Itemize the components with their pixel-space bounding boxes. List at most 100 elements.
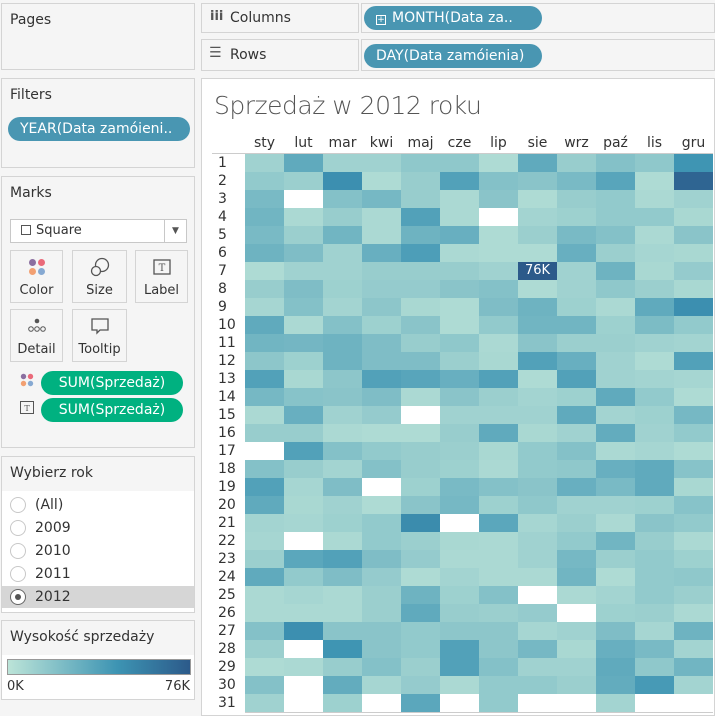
heatmap-cell[interactable] — [401, 460, 440, 478]
heatmap-cell[interactable] — [596, 478, 635, 496]
heatmap-cell[interactable] — [440, 370, 479, 388]
heatmap-cell[interactable] — [401, 532, 440, 550]
heatmap-cell[interactable] — [518, 640, 557, 658]
heatmap-cell[interactable] — [245, 640, 284, 658]
heatmap-cell[interactable] — [323, 568, 362, 586]
heatmap-cell[interactable] — [674, 388, 713, 406]
heatmap-cell[interactable] — [674, 316, 713, 334]
heatmap-cell[interactable] — [479, 532, 518, 550]
heatmap-cell[interactable] — [674, 190, 713, 208]
heatmap-cell[interactable] — [635, 586, 674, 604]
heatmap-cell[interactable] — [401, 694, 440, 712]
heatmap-cell[interactable] — [596, 406, 635, 424]
heatmap-cell[interactable] — [479, 460, 518, 478]
columns-shelf[interactable]: + MONTH(Data za.. — [361, 3, 715, 33]
expand-icon[interactable]: + — [376, 15, 386, 25]
heatmap-cell[interactable] — [284, 298, 323, 316]
heatmap-cell[interactable] — [479, 622, 518, 640]
heatmap-cell[interactable] — [401, 370, 440, 388]
heatmap-cell[interactable] — [284, 352, 323, 370]
heatmap-cell[interactable] — [245, 244, 284, 262]
heatmap-cell[interactable] — [323, 388, 362, 406]
heatmap-cell[interactable] — [245, 316, 284, 334]
color-button[interactable]: Color — [10, 250, 63, 303]
heatmap-cell[interactable] — [674, 406, 713, 424]
heatmap-cell[interactable] — [479, 190, 518, 208]
heatmap-cell[interactable] — [440, 550, 479, 568]
heatmap-cell[interactable] — [245, 154, 284, 172]
heatmap-cell[interactable] — [479, 298, 518, 316]
heatmap-cell[interactable] — [674, 622, 713, 640]
heatmap-cell[interactable] — [635, 514, 674, 532]
heatmap-cell[interactable] — [440, 496, 479, 514]
heatmap-cell[interactable] — [557, 244, 596, 262]
heatmap-cell[interactable] — [557, 640, 596, 658]
heatmap-cell[interactable] — [440, 154, 479, 172]
detail-button[interactable]: Detail — [10, 309, 63, 362]
heatmap-cell[interactable] — [596, 370, 635, 388]
heatmap-cell[interactable] — [440, 172, 479, 190]
heatmap-cell[interactable] — [674, 568, 713, 586]
heatmap-cell[interactable] — [557, 676, 596, 694]
heatmap-cell[interactable] — [245, 388, 284, 406]
heatmap-cell[interactable] — [245, 460, 284, 478]
heatmap-cell[interactable] — [245, 532, 284, 550]
heatmap-cell[interactable] — [635, 550, 674, 568]
heatmap-cell[interactable] — [401, 658, 440, 676]
year-option-2012[interactable]: 2012 — [2, 586, 194, 608]
heatmap-cell[interactable] — [245, 496, 284, 514]
heatmap-cell[interactable] — [284, 676, 323, 694]
heatmap-cell[interactable] — [362, 154, 401, 172]
heatmap-cell[interactable] — [674, 442, 713, 460]
heatmap-cell[interactable] — [518, 424, 557, 442]
heatmap-cell[interactable] — [635, 532, 674, 550]
heatmap-cell[interactable] — [674, 208, 713, 226]
heatmap-cell[interactable] — [596, 676, 635, 694]
heatmap-cell[interactable] — [674, 244, 713, 262]
heatmap-cell[interactable] — [362, 496, 401, 514]
heatmap-cell[interactable] — [401, 388, 440, 406]
heatmap-cell[interactable] — [401, 496, 440, 514]
heatmap-cell[interactable] — [557, 586, 596, 604]
heatmap-cell[interactable] — [323, 352, 362, 370]
heatmap-cell[interactable] — [518, 514, 557, 532]
heatmap-cell[interactable] — [635, 676, 674, 694]
heatmap-cell[interactable] — [674, 676, 713, 694]
heatmap-cell[interactable] — [635, 460, 674, 478]
heatmap-cell[interactable] — [635, 568, 674, 586]
heatmap-cell[interactable] — [635, 388, 674, 406]
heatmap-cell[interactable] — [635, 694, 674, 712]
heatmap-cell[interactable] — [479, 694, 518, 712]
year-option-all[interactable]: (All) — [10, 494, 63, 516]
heatmap-cell[interactable] — [635, 622, 674, 640]
heatmap-cell[interactable] — [635, 604, 674, 622]
heatmap-cell[interactable] — [479, 442, 518, 460]
heatmap-cell[interactable] — [323, 334, 362, 352]
heatmap-cell[interactable] — [362, 640, 401, 658]
heatmap-cell[interactable] — [245, 334, 284, 352]
heatmap-cell[interactable] — [557, 388, 596, 406]
heatmap-cell[interactable] — [479, 280, 518, 298]
heatmap-cell[interactable] — [401, 568, 440, 586]
heatmap-cell[interactable] — [557, 568, 596, 586]
heatmap-cell[interactable] — [245, 604, 284, 622]
heatmap-cell[interactable] — [518, 370, 557, 388]
heatmap-cell[interactable] — [596, 424, 635, 442]
heatmap-cell[interactable] — [557, 406, 596, 424]
heatmap-cell[interactable] — [674, 370, 713, 388]
heatmap-cell[interactable] — [401, 298, 440, 316]
heatmap-cell[interactable] — [518, 352, 557, 370]
heatmap-cell[interactable] — [323, 514, 362, 532]
heatmap-cell[interactable] — [596, 496, 635, 514]
heatmap-cell[interactable] — [323, 406, 362, 424]
heatmap-cell[interactable] — [323, 316, 362, 334]
heatmap-cell[interactable] — [635, 370, 674, 388]
heatmap-cell[interactable] — [284, 550, 323, 568]
heatmap-cell[interactable] — [674, 262, 713, 280]
heatmap-cell[interactable] — [557, 334, 596, 352]
heatmap-cell[interactable] — [245, 280, 284, 298]
heatmap-cell[interactable] — [362, 244, 401, 262]
heatmap-cell[interactable] — [557, 532, 596, 550]
heatmap-cell[interactable] — [596, 442, 635, 460]
heatmap-cell[interactable] — [245, 550, 284, 568]
